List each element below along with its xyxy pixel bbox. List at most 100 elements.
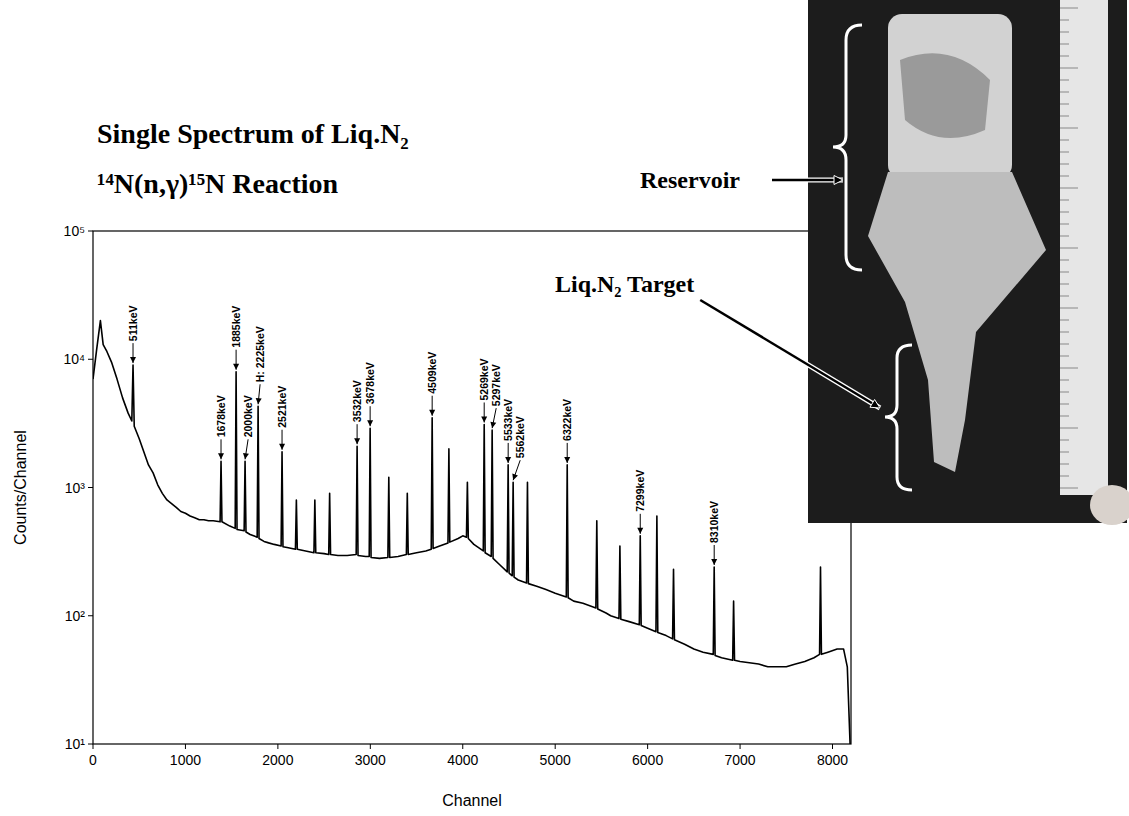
peak-label: 2000keV bbox=[242, 395, 254, 437]
x-tick-label: 1000 bbox=[170, 752, 201, 768]
ruler-tick bbox=[1060, 488, 1078, 489]
peak-label: H: 2225keV bbox=[254, 326, 266, 382]
ruler-tick bbox=[1060, 308, 1078, 309]
x-axis-title: Channel bbox=[442, 792, 502, 809]
ruler-tick bbox=[1060, 464, 1069, 465]
y-tick bbox=[88, 615, 93, 616]
ruler-tick bbox=[1060, 8, 1078, 9]
ruler-tick bbox=[1060, 32, 1069, 33]
ruler-tick bbox=[1060, 56, 1069, 57]
ruler-tick bbox=[1060, 248, 1078, 249]
x-tick bbox=[93, 744, 94, 749]
x-tick-label: 7000 bbox=[724, 752, 755, 768]
jar-shading bbox=[900, 53, 990, 138]
x-tick bbox=[462, 744, 463, 749]
y-tick-label: 10¹ bbox=[65, 736, 86, 752]
x-tick bbox=[740, 744, 741, 749]
ruler-tick bbox=[1060, 92, 1069, 93]
reservoir-arrow bbox=[772, 176, 843, 185]
hand bbox=[1090, 485, 1129, 525]
ruler-tick bbox=[1060, 284, 1069, 285]
y-tick-label: 10² bbox=[65, 608, 86, 624]
x-tick bbox=[555, 744, 556, 749]
y-tick-label: 10³ bbox=[65, 480, 86, 496]
x-tick-label: 6000 bbox=[632, 752, 663, 768]
ruler-tick bbox=[1060, 104, 1069, 105]
ruler-tick bbox=[1060, 80, 1069, 81]
peak-label: 1678keV bbox=[215, 395, 227, 437]
y-tick bbox=[88, 487, 93, 488]
peak-arrow bbox=[130, 343, 136, 363]
x-tick-label: 4000 bbox=[447, 752, 478, 768]
x-tick bbox=[277, 744, 278, 749]
chart-subtitle: ¹⁴N(n,γ)¹⁵N Reaction bbox=[97, 168, 339, 199]
photo-background bbox=[808, 0, 1127, 523]
x-tick-label: 5000 bbox=[540, 752, 571, 768]
plot-frame bbox=[93, 231, 851, 744]
y-tick bbox=[88, 744, 93, 745]
peak-arrow bbox=[367, 406, 373, 426]
peak-label: 6322keV bbox=[561, 399, 573, 441]
ruler-tick bbox=[1060, 260, 1069, 261]
peak-label: 7299keV bbox=[634, 470, 646, 512]
ruler-tick bbox=[1060, 368, 1078, 369]
x-tick-label: 8000 bbox=[817, 752, 848, 768]
x-tick bbox=[370, 744, 371, 749]
peak-arrow bbox=[481, 402, 487, 422]
ruler-tick bbox=[1060, 356, 1069, 357]
peak-label: 1885keV bbox=[230, 306, 242, 348]
photo-inset bbox=[808, 0, 1129, 525]
x-tick bbox=[832, 744, 833, 749]
ruler-tick bbox=[1060, 164, 1069, 165]
x-tick bbox=[185, 744, 186, 749]
peak-label: 5562keV bbox=[514, 416, 526, 458]
peak-arrow bbox=[233, 350, 239, 370]
peak-arrow bbox=[564, 443, 570, 463]
ruler-tick bbox=[1060, 380, 1069, 381]
target-arrow bbox=[700, 300, 880, 408]
x-tick bbox=[647, 744, 648, 749]
x-tick-label: 3000 bbox=[355, 752, 386, 768]
ruler-tick bbox=[1060, 44, 1069, 45]
peak-label: 511keV bbox=[127, 305, 139, 341]
ruler-tick bbox=[1060, 224, 1069, 225]
peak-label: 2521keV bbox=[276, 386, 288, 428]
y-tick bbox=[88, 359, 93, 360]
ruler-tick bbox=[1060, 296, 1069, 297]
peak-arrow bbox=[256, 384, 262, 404]
ruler-tick bbox=[1060, 68, 1078, 69]
peak-label: 5297keV bbox=[490, 364, 502, 406]
peak-label: 5533keV bbox=[502, 399, 514, 441]
ruler-tick bbox=[1060, 200, 1069, 201]
ruler-tick bbox=[1060, 344, 1069, 345]
ruler-tick bbox=[1060, 176, 1069, 177]
peak-arrow bbox=[505, 443, 511, 463]
peak-arrow bbox=[218, 439, 224, 459]
peak-label: 3532keV bbox=[351, 380, 363, 422]
ruler-tick bbox=[1060, 476, 1069, 477]
ruler-tick bbox=[1060, 392, 1069, 393]
ruler-tick bbox=[1060, 452, 1069, 453]
ruler-tick bbox=[1060, 416, 1069, 417]
peak-arrow bbox=[429, 396, 435, 416]
ruler-tick bbox=[1060, 236, 1069, 237]
peak-arrow bbox=[711, 545, 717, 565]
y-tick bbox=[88, 231, 93, 232]
peak-arrow bbox=[243, 439, 249, 459]
target-funnel bbox=[868, 172, 1046, 472]
peak-arrow bbox=[354, 424, 360, 444]
ruler-tick bbox=[1060, 20, 1069, 21]
plot-area bbox=[93, 321, 850, 744]
reservoir-brace bbox=[833, 25, 862, 270]
ruler-tick bbox=[1060, 116, 1069, 117]
x-tick-label: 0 bbox=[89, 752, 97, 768]
photo-label: Liq.N₂ Target bbox=[555, 271, 694, 297]
chart-title: Single Spectrum of Liq.N₂ bbox=[97, 118, 409, 149]
y-tick-label: 10⁴ bbox=[63, 351, 85, 367]
ruler-tick bbox=[1060, 212, 1069, 213]
ruler-tick bbox=[1060, 152, 1069, 153]
ruler-tick bbox=[1060, 428, 1078, 429]
figure: 0 1000 2000 3000 4000 5000 6000 7000 8000 10¹ 10² 1… bbox=[0, 0, 1129, 816]
x-tick-label: 2000 bbox=[262, 752, 293, 768]
ruler-tick bbox=[1060, 140, 1069, 141]
